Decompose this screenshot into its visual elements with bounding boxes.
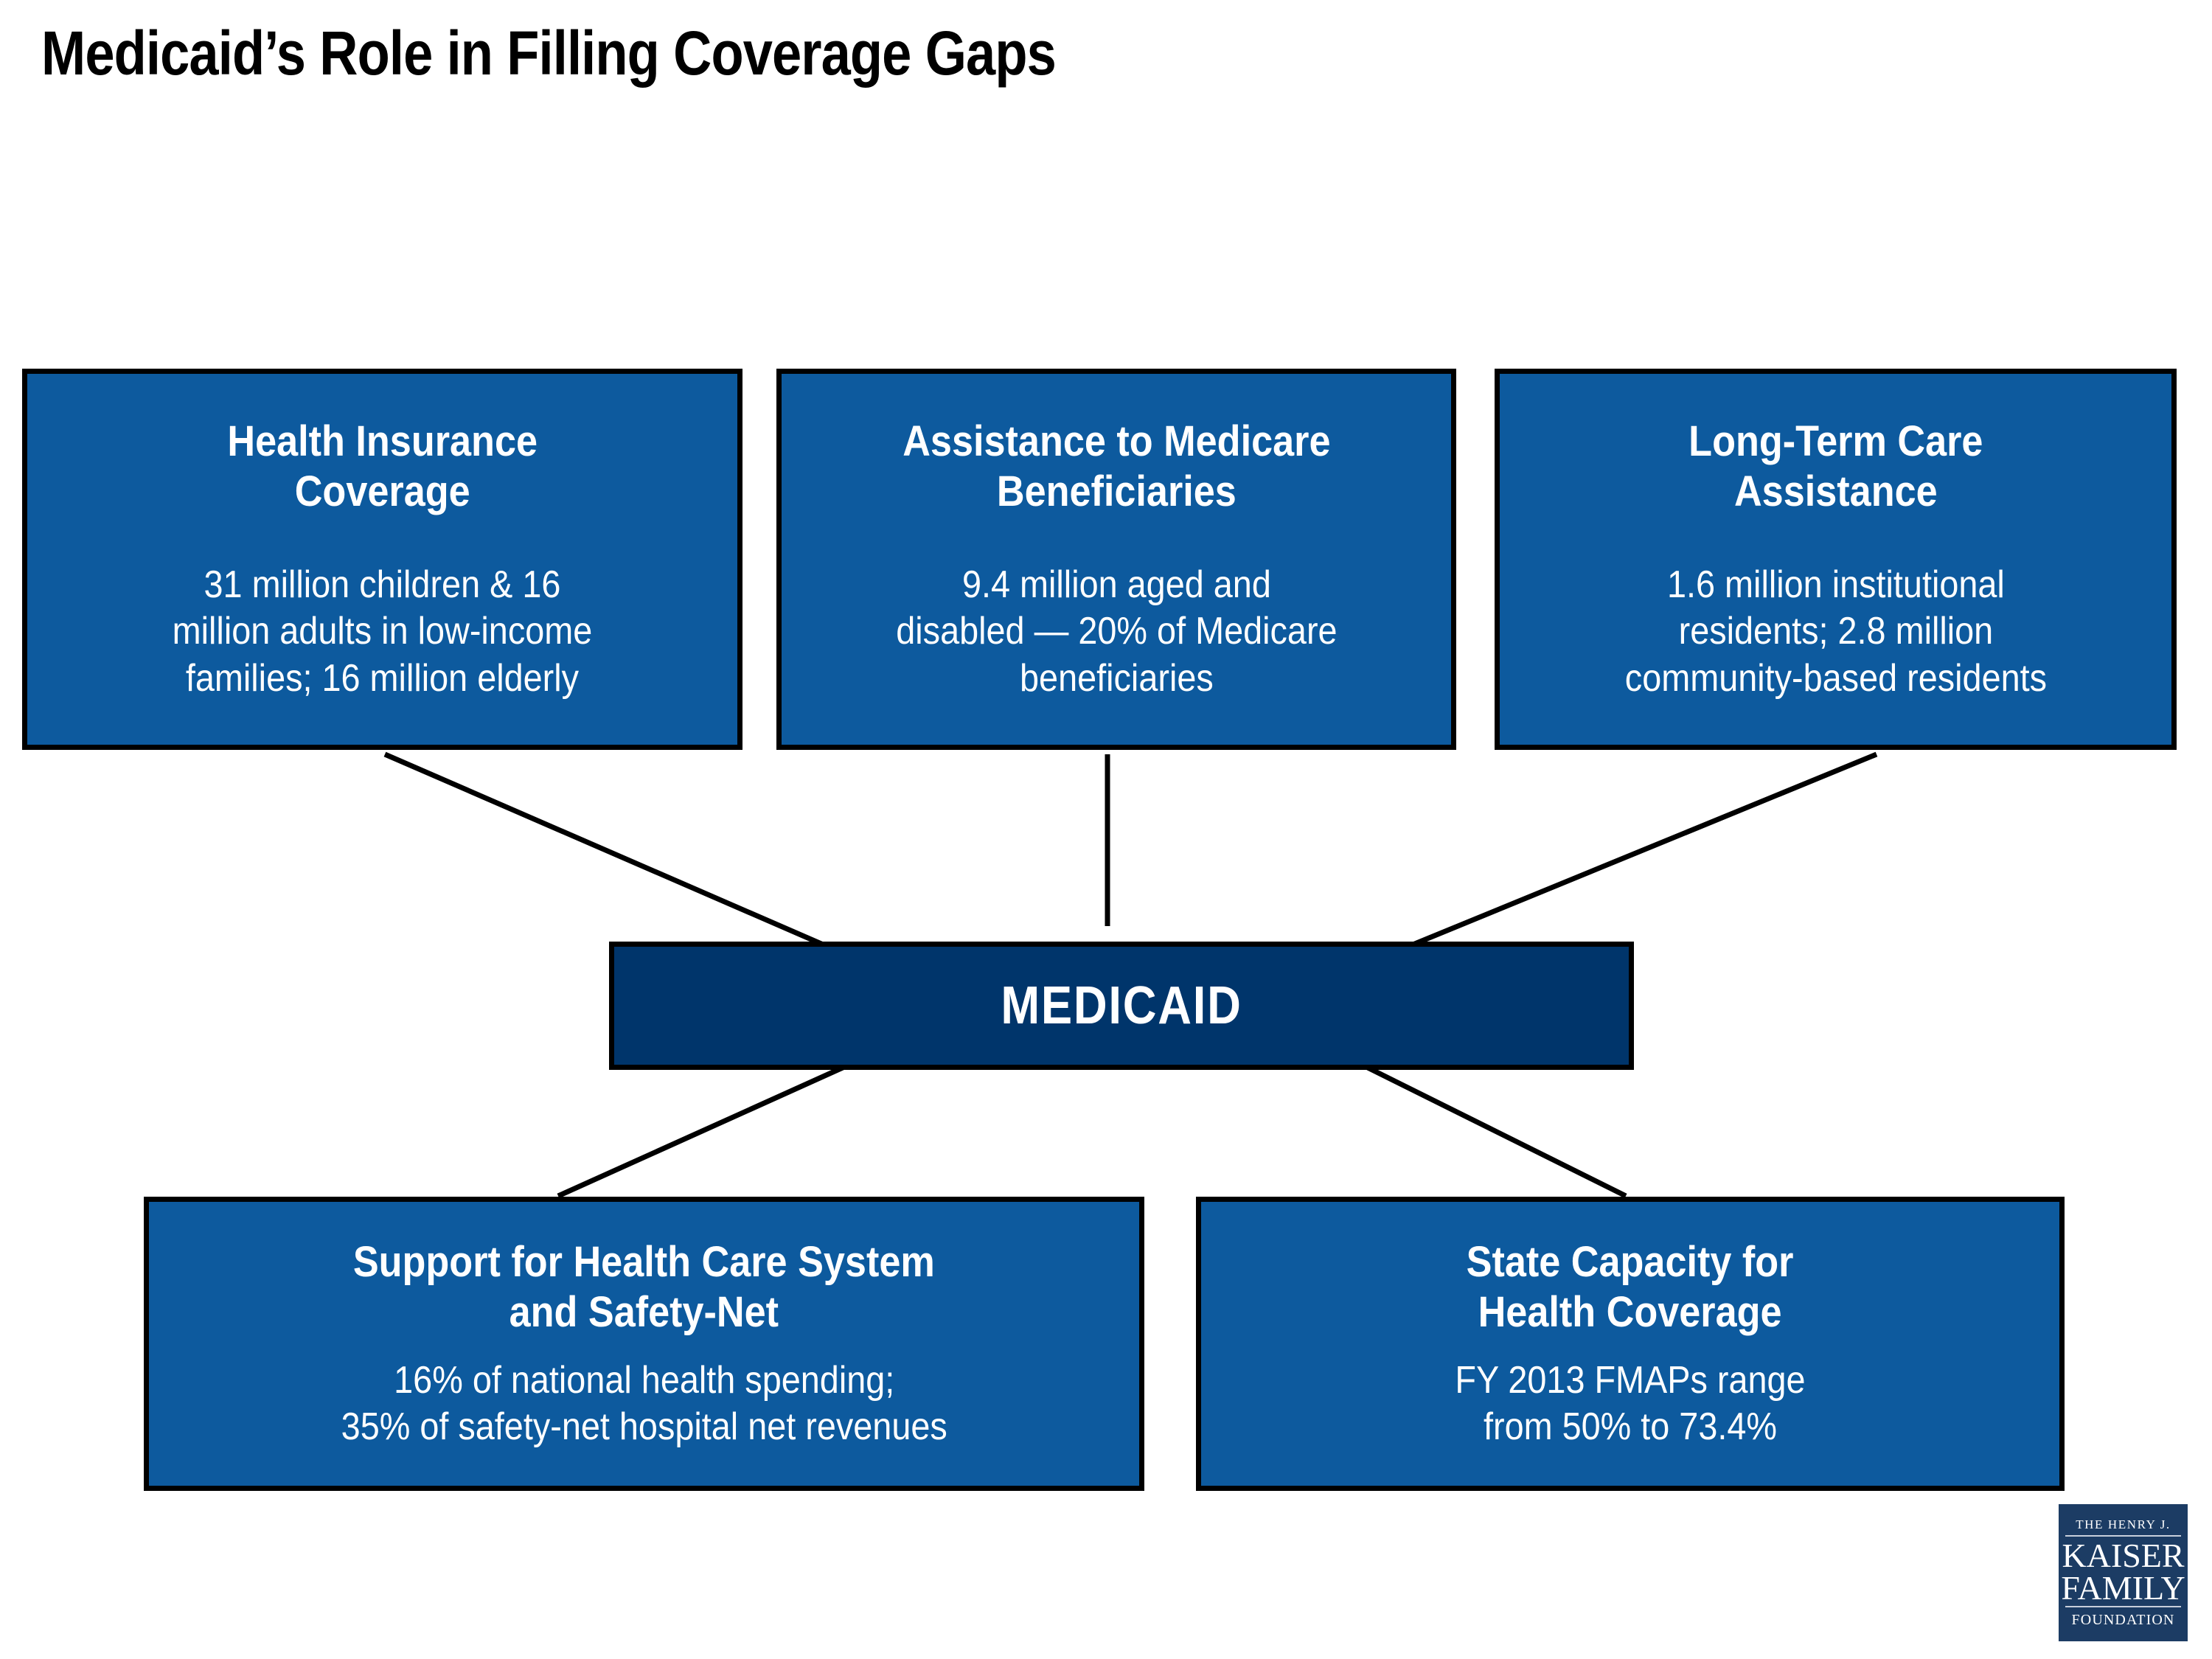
node-assistance-to-medicare-beneficiaries[interactable]: Assistance to Medicare Beneficiaries 9.4… [776, 369, 1456, 750]
logo-rule-top [2065, 1535, 2181, 1537]
connector-medicaid-to-state-capacity [1366, 1065, 1627, 1199]
kaiser-family-foundation-logo: THE HENRY J. KAISER FAMILY FOUNDATION [2059, 1504, 2188, 1641]
connector-health-insurance-to-medicaid [383, 751, 857, 961]
node-heading: Assistance to Medicare Beneficiaries [902, 417, 1331, 516]
node-body: 9.4 million aged and disabled — 20% of M… [895, 563, 1338, 700]
node-heading: Health Insurance Coverage [227, 417, 538, 516]
node-body: 31 million children & 16 million adults … [172, 563, 593, 700]
node-body: FY 2013 FMAPs range from 50% to 73.4% [1455, 1358, 1806, 1448]
node-heading: Long-Term Care Assistance [1688, 417, 1983, 516]
logo-line-foundation: FOUNDATION [2071, 1611, 2175, 1628]
logo-line-kaiser: KAISER [2062, 1537, 2185, 1575]
node-heading: MEDICAID [1001, 975, 1242, 1035]
node-body: 16% of national health spending; 35% of … [341, 1358, 947, 1448]
node-support-for-health-care-system-and-safety-net[interactable]: Support for Health Care System and Safet… [144, 1197, 1144, 1491]
node-health-insurance-coverage[interactable]: Health Insurance Coverage 31 million chi… [22, 369, 742, 750]
logo-rule-bottom [2065, 1605, 2181, 1607]
node-long-term-care-assistance[interactable]: Long-Term Care Assistance 1.6 million in… [1495, 369, 2177, 750]
connector-medicaid-to-support-safety-net [557, 1065, 844, 1199]
node-heading: Support for Health Care System and Safet… [353, 1237, 935, 1337]
logo-line-family: FAMILY [2061, 1569, 2185, 1607]
page-title: Medicaid’s Role in Filling Coverage Gaps [41, 18, 1057, 88]
node-body: 1.6 million institutional residents; 2.8… [1624, 563, 2047, 700]
node-heading: State Capacity for Health Coverage [1467, 1237, 1794, 1337]
logo-line-the-henry-j: THE HENRY J. [2076, 1517, 2171, 1532]
node-state-capacity-for-health-coverage[interactable]: State Capacity for Health Coverage FY 20… [1196, 1197, 2065, 1491]
node-medicaid[interactable]: MEDICAID [609, 942, 1634, 1070]
connector-ltc-assist-to-medicaid [1377, 751, 1878, 961]
